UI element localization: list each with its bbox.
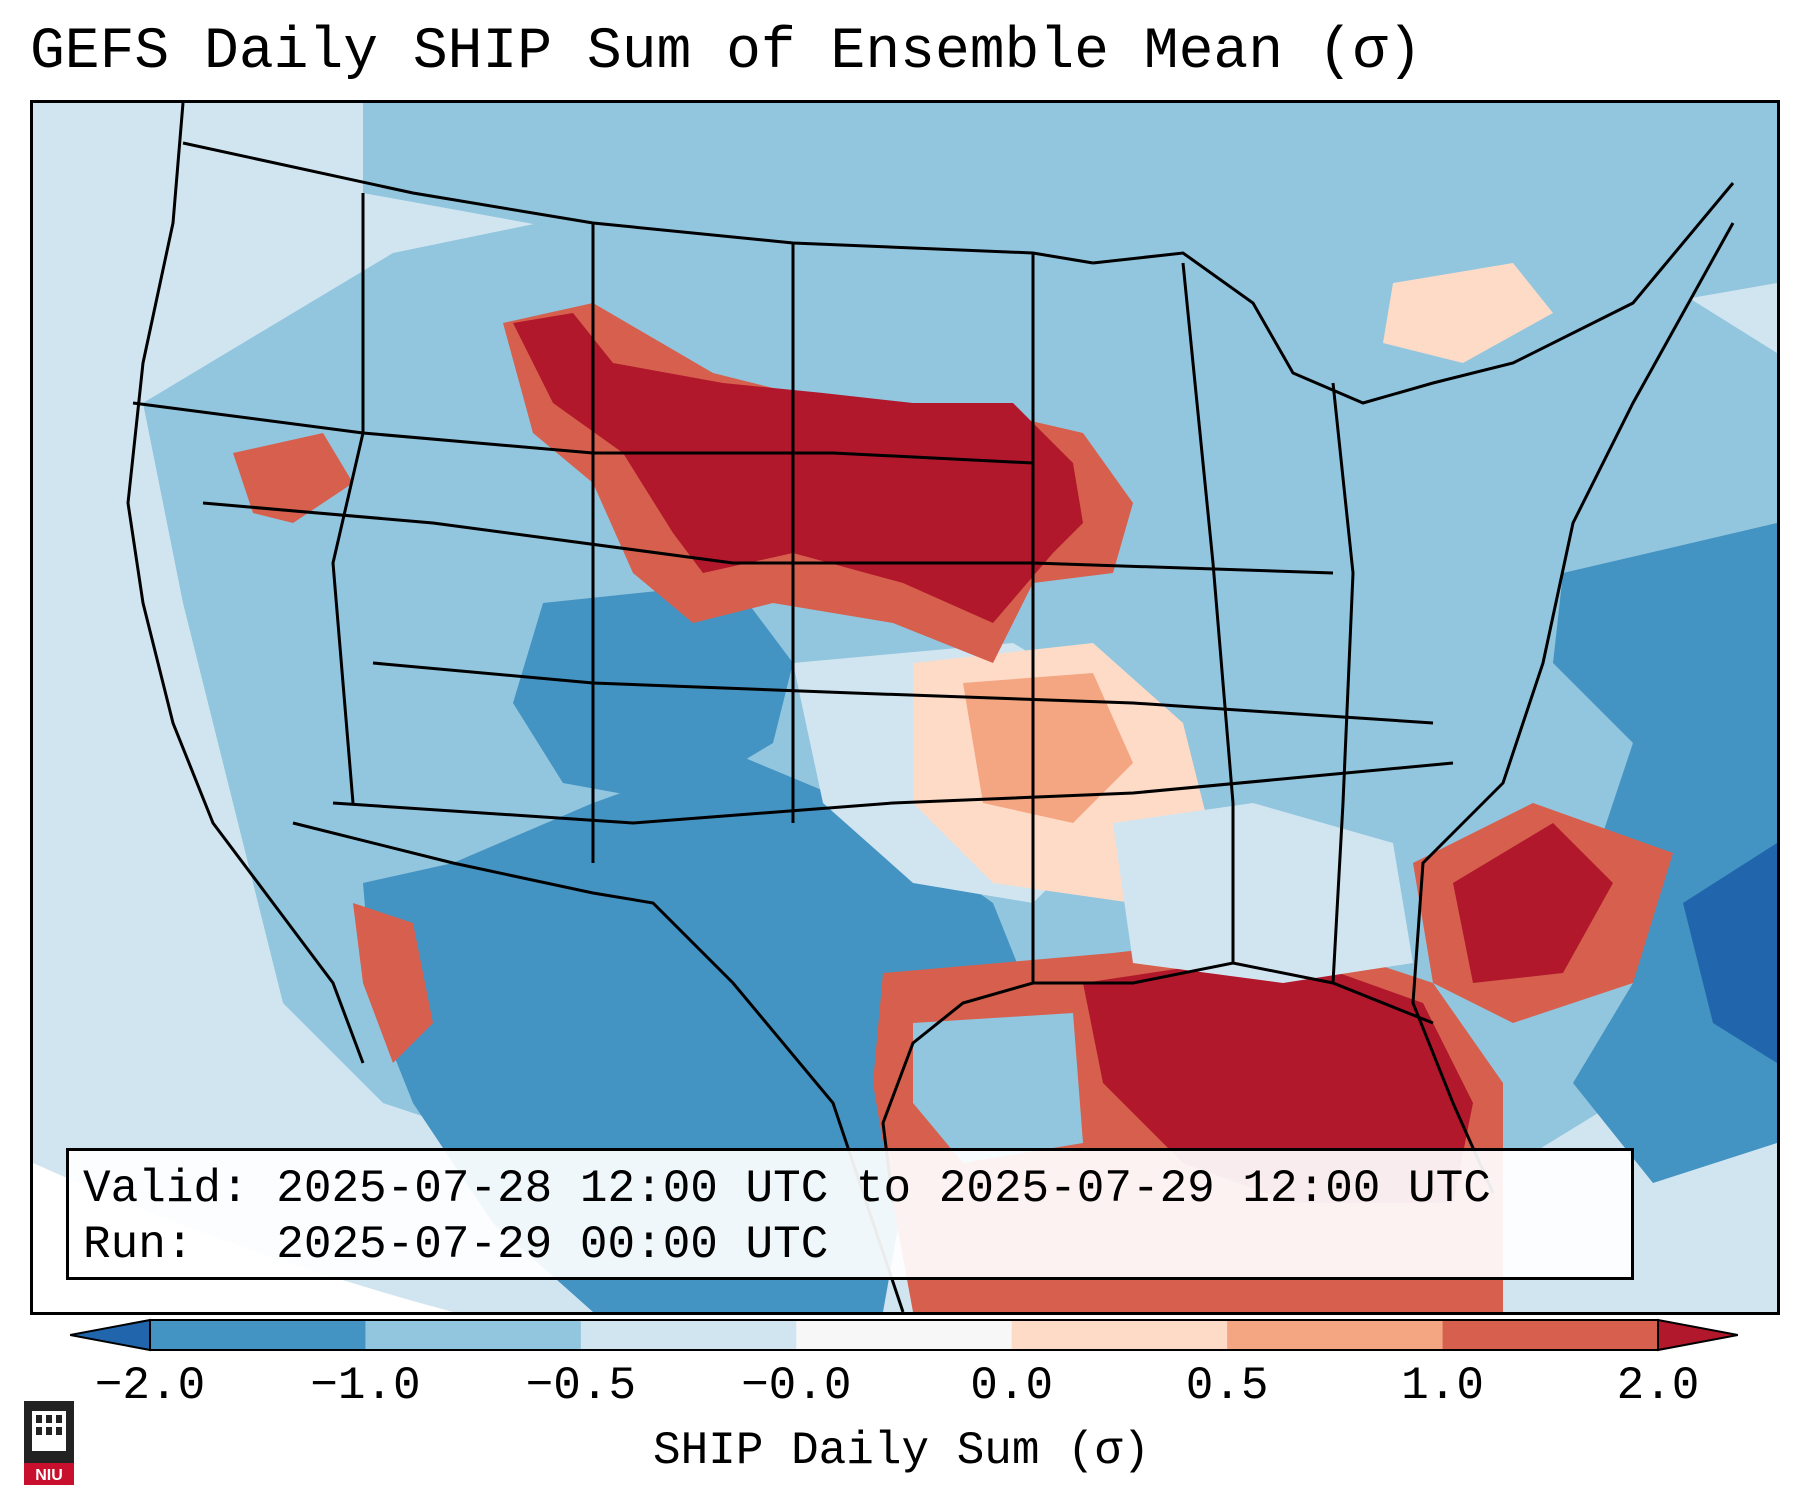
colorbar-bins [150, 1320, 1659, 1350]
field-gulf-light [913, 1013, 1083, 1163]
colorbar-bin [1227, 1320, 1444, 1350]
colorbar-ticks: −2.0 −1.0 −0.5 −0.0 0.0 0.5 1.0 2.0 [0, 1360, 1803, 1420]
field-dark-red-band [513, 313, 1083, 623]
state-col-6 [1331, 382, 1355, 984]
state-row-3 [372, 661, 1434, 725]
state-col-1 [331, 193, 365, 804]
field-darkblue-atl [1683, 843, 1777, 1063]
mexico-border [292, 821, 905, 1312]
field-canada-peach [1383, 263, 1553, 363]
colorbar [70, 1318, 1738, 1352]
field-gulf-red [1083, 953, 1473, 1203]
state-row-4 [332, 761, 1454, 825]
field-se-red [1453, 823, 1613, 983]
field-south-light [1113, 803, 1413, 983]
state-row-2 [202, 501, 1334, 575]
colorbar-tick-label: 2.0 [1616, 1360, 1700, 1412]
field-salmon-mo [963, 673, 1133, 823]
run-time-text: Run: 2025-07-29 00:00 UTC [83, 1219, 829, 1271]
state-col-5 [1181, 262, 1235, 963]
colorbar-bin [1011, 1320, 1228, 1350]
niu-logo: NIU [24, 1401, 74, 1485]
field-deepblue-co [513, 583, 793, 803]
colorbar-bin [150, 1320, 366, 1350]
valid-run-box: Valid: 2025-07-28 12:00 UTC to 2025-07-2… [66, 1148, 1634, 1280]
colorbar-over-arrow [1657, 1318, 1738, 1352]
colorbar-tick-label: −1.0 [310, 1360, 421, 1412]
chart-title: GEFS Daily SHIP Sum of Ensemble Mean (σ) [30, 20, 1423, 85]
map-panel [30, 100, 1780, 1315]
colorbar-tick-label: −0.5 [525, 1360, 637, 1412]
great-lakes [1092, 182, 1735, 405]
colorbar-tick-label: −0.0 [741, 1360, 852, 1412]
field-baja-red [353, 903, 433, 1063]
field-oregon-red [233, 433, 353, 523]
colorbar-bin [796, 1320, 1013, 1350]
us-canada-border [182, 141, 1094, 265]
valid-time-text: Valid: 2025-07-28 12:00 UTC to 2025-07-2… [83, 1163, 1491, 1215]
colorbar-label: SHIP Daily Sum (σ) [653, 1425, 1150, 1477]
borders [126, 103, 1735, 1312]
west-coast [126, 103, 365, 1064]
colorbar-bin [580, 1320, 797, 1350]
map-svg [33, 103, 1777, 1312]
niu-logo-text: NIU [35, 1467, 63, 1484]
colorbar-tick-label: 1.0 [1401, 1360, 1484, 1412]
colorbar-bin [1442, 1320, 1659, 1350]
colorbar-under-arrow [70, 1318, 151, 1352]
colorbar-tick-label: 0.5 [1185, 1360, 1269, 1412]
colorbar-tick-label: −2.0 [94, 1360, 206, 1412]
colorbar-tick-label: 0.0 [970, 1360, 1054, 1412]
east-coast [1411, 222, 1735, 1194]
colorbar-bin [365, 1320, 582, 1350]
colorbar-outline [149, 1319, 1659, 1351]
